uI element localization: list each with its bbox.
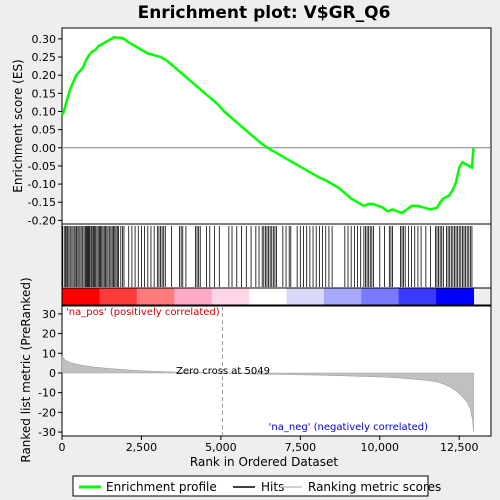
color-bar-segment: [136, 288, 175, 305]
legend-enrichment-label: Enrichment profile: [106, 480, 217, 494]
metric-y-tick-label: 0: [49, 367, 56, 380]
legend-hits-label: Hits: [261, 480, 284, 494]
es-y-tick-label: 0.10: [32, 105, 57, 118]
x-tick-label: 10,000: [361, 441, 400, 454]
ranking-metric-fill: [61, 355, 474, 433]
metric-axis-label: Ranked list metric (PreRanked): [19, 277, 33, 462]
metric-y-tick-label: 30: [42, 308, 56, 321]
es-y-tick-label: -0.10: [28, 178, 56, 191]
zero-cross-label: Zero cross at 5049: [176, 366, 270, 377]
color-bar-segment: [286, 288, 325, 305]
color-bar-segment: [398, 288, 437, 305]
color-bar-segment: [174, 288, 213, 305]
enrichment-profile: [60, 35, 475, 215]
color-bar-segment: [436, 288, 475, 305]
x-tick-label: 5,000: [205, 441, 237, 454]
color-bar-border: [61, 287, 492, 306]
metric-y-tick-label: -20: [38, 406, 56, 419]
enrichment-profile-line: [60, 35, 475, 215]
ranking-color-bar: [61, 287, 492, 306]
ranking-metric-area: [61, 355, 474, 433]
es-y-tick-label: -0.05: [28, 160, 56, 173]
es-y-tick-label: -0.15: [28, 196, 56, 209]
metric-x-axis: 0 2,500 5,000 7,500 10,000 12,500: [59, 436, 479, 454]
es-y-tick-label: 0.25: [32, 51, 57, 64]
es-y-tick-label: 0.15: [32, 87, 57, 100]
es-y-tick-label: 0.00: [32, 142, 57, 155]
negative-correlation-label: 'na_neg' (negatively correlated): [269, 422, 428, 433]
es-y-tick-label: -0.20: [28, 214, 56, 227]
positive-correlation-label: 'na_pos' (positively correlated): [66, 307, 220, 318]
color-bar-segment: [361, 288, 400, 305]
chart-title: Enrichment plot: V$GR_Q6: [138, 3, 391, 23]
color-bar-segment: [249, 288, 287, 305]
legend-box: [72, 475, 429, 497]
es-panel-background: [61, 27, 492, 225]
color-bar-segment: [62, 288, 100, 305]
x-tick-label: 0: [59, 441, 66, 454]
hits-ticks: [62, 226, 473, 287]
es-axis-label: Enrichment score (ES): [11, 59, 25, 192]
metric-y-axis: -30 -20 -10 0 10 20 30: [38, 308, 62, 439]
legend-ranking-label: Ranking metric scores: [308, 480, 441, 494]
color-bar-segment: [323, 288, 362, 305]
metric-y-tick-label: -30: [38, 426, 56, 439]
color-bar-segment: [211, 288, 250, 305]
metric-y-tick-label: -10: [38, 387, 56, 400]
es-y-tick-label: 0.30: [32, 33, 57, 46]
es-y-tick-label: 0.05: [32, 124, 57, 137]
x-tick-label: 7,500: [285, 441, 317, 454]
metric-y-tick-label: 20: [42, 328, 56, 341]
es-y-axis: -0.20 -0.15 -0.10 -0.05 0.00 0.05 0.10 0.15 0.20…: [28, 33, 62, 227]
x-axis-label: Rank in Ordered Dataset: [190, 455, 338, 469]
es-y-tick-label: 0.20: [32, 69, 57, 82]
x-tick-label: 12,500: [440, 441, 479, 454]
metric-y-tick-label: 10: [42, 347, 56, 360]
color-bar-segment: [99, 288, 138, 305]
x-tick-label: 2,500: [126, 441, 158, 454]
